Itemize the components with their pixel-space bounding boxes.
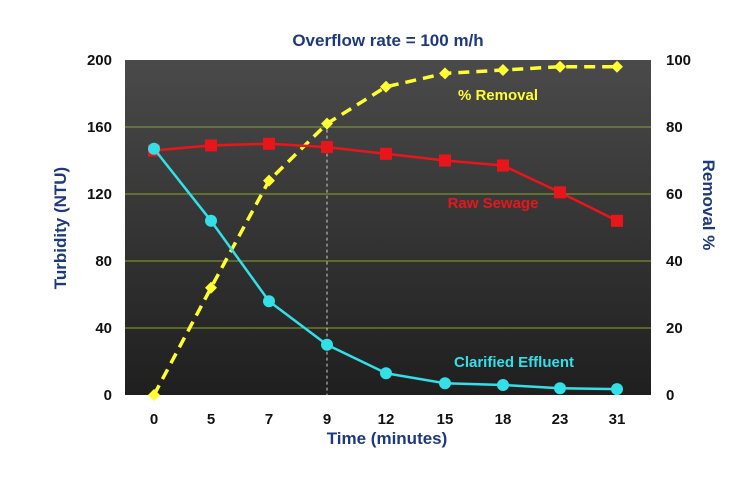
data-point-clarified-effluent <box>321 338 333 351</box>
right-axis-tick-label: 20 <box>666 320 683 337</box>
right-axis-tick-label: 0 <box>666 387 674 404</box>
data-point-raw-sewage <box>554 186 566 199</box>
data-point-removal <box>611 60 623 73</box>
left-axis-tick-label: 0 <box>104 387 112 404</box>
right-axis-tick-label: 80 <box>666 119 683 136</box>
left-axis-title: Turbidity (NTU) <box>51 167 70 289</box>
left-axis-tick-label: 200 <box>87 52 112 69</box>
data-point-raw-sewage <box>263 137 275 150</box>
data-point-raw-sewage <box>611 214 623 227</box>
right-axis-title: Removal % <box>699 160 718 251</box>
right-axis-ticks: 0 20 40 60 80 100 <box>666 52 691 404</box>
series-line-removal <box>152 64 617 396</box>
data-point-clarified-effluent <box>380 367 392 380</box>
data-point-clarified-effluent <box>205 214 217 227</box>
data-point-raw-sewage <box>380 147 392 160</box>
x-axis-tick-label: 5 <box>207 411 215 428</box>
x-axis-tick-label: 7 <box>265 411 273 428</box>
series-label-removal: % Removal <box>458 87 538 104</box>
data-point-raw-sewage <box>205 139 217 152</box>
left-axis-tick-label: 40 <box>95 320 112 337</box>
data-point-removal <box>205 281 217 294</box>
plot-area <box>125 60 651 395</box>
chart-title: Overflow rate = 100 m/h <box>292 31 483 50</box>
x-axis-tick-label: 31 <box>609 411 626 428</box>
x-axis-ticks: 0 5 7 9 12 15 18 23 31 <box>150 411 626 428</box>
left-axis-ticks: 0 40 80 120 160 200 <box>87 52 112 404</box>
series-label-raw-sewage: Raw Sewage <box>448 195 539 212</box>
data-point-removal <box>380 80 392 93</box>
data-point-removal <box>554 60 566 73</box>
data-point-clarified-effluent <box>497 378 509 391</box>
data-point-raw-sewage <box>439 154 451 167</box>
data-point-removal <box>148 389 160 401</box>
data-point-clarified-effluent <box>439 377 451 390</box>
data-point-clarified-effluent <box>263 295 275 308</box>
series-group <box>148 60 623 401</box>
x-axis-tick-label: 0 <box>150 411 158 428</box>
x-axis-tick-label: 23 <box>552 411 569 428</box>
data-point-raw-sewage <box>497 159 509 172</box>
data-point-removal <box>321 117 333 130</box>
x-axis-tick-label: 15 <box>437 411 454 428</box>
x-axis-tick-label: 12 <box>378 411 395 428</box>
data-point-clarified-effluent <box>611 383 623 396</box>
left-axis-tick-label: 120 <box>87 186 112 203</box>
x-axis-tick-label: 9 <box>323 411 331 428</box>
data-point-removal <box>263 174 275 187</box>
right-axis-tick-label: 60 <box>666 186 683 203</box>
x-axis-title: Time (minutes) <box>327 429 448 448</box>
left-axis-tick-label: 160 <box>87 119 112 136</box>
data-point-raw-sewage <box>321 141 333 154</box>
right-axis-tick-label: 40 <box>666 253 683 270</box>
series-label-clarified-effluent: Clarified Effluent <box>454 354 574 371</box>
data-point-removal <box>497 64 509 77</box>
left-axis-tick-label: 80 <box>95 253 112 270</box>
gridlines <box>125 126 651 329</box>
data-point-clarified-effluent <box>148 142 160 155</box>
x-axis-tick-label: 18 <box>495 411 512 428</box>
right-axis-tick-label: 100 <box>666 52 691 69</box>
data-point-removal <box>439 67 451 80</box>
data-point-clarified-effluent <box>554 382 566 395</box>
